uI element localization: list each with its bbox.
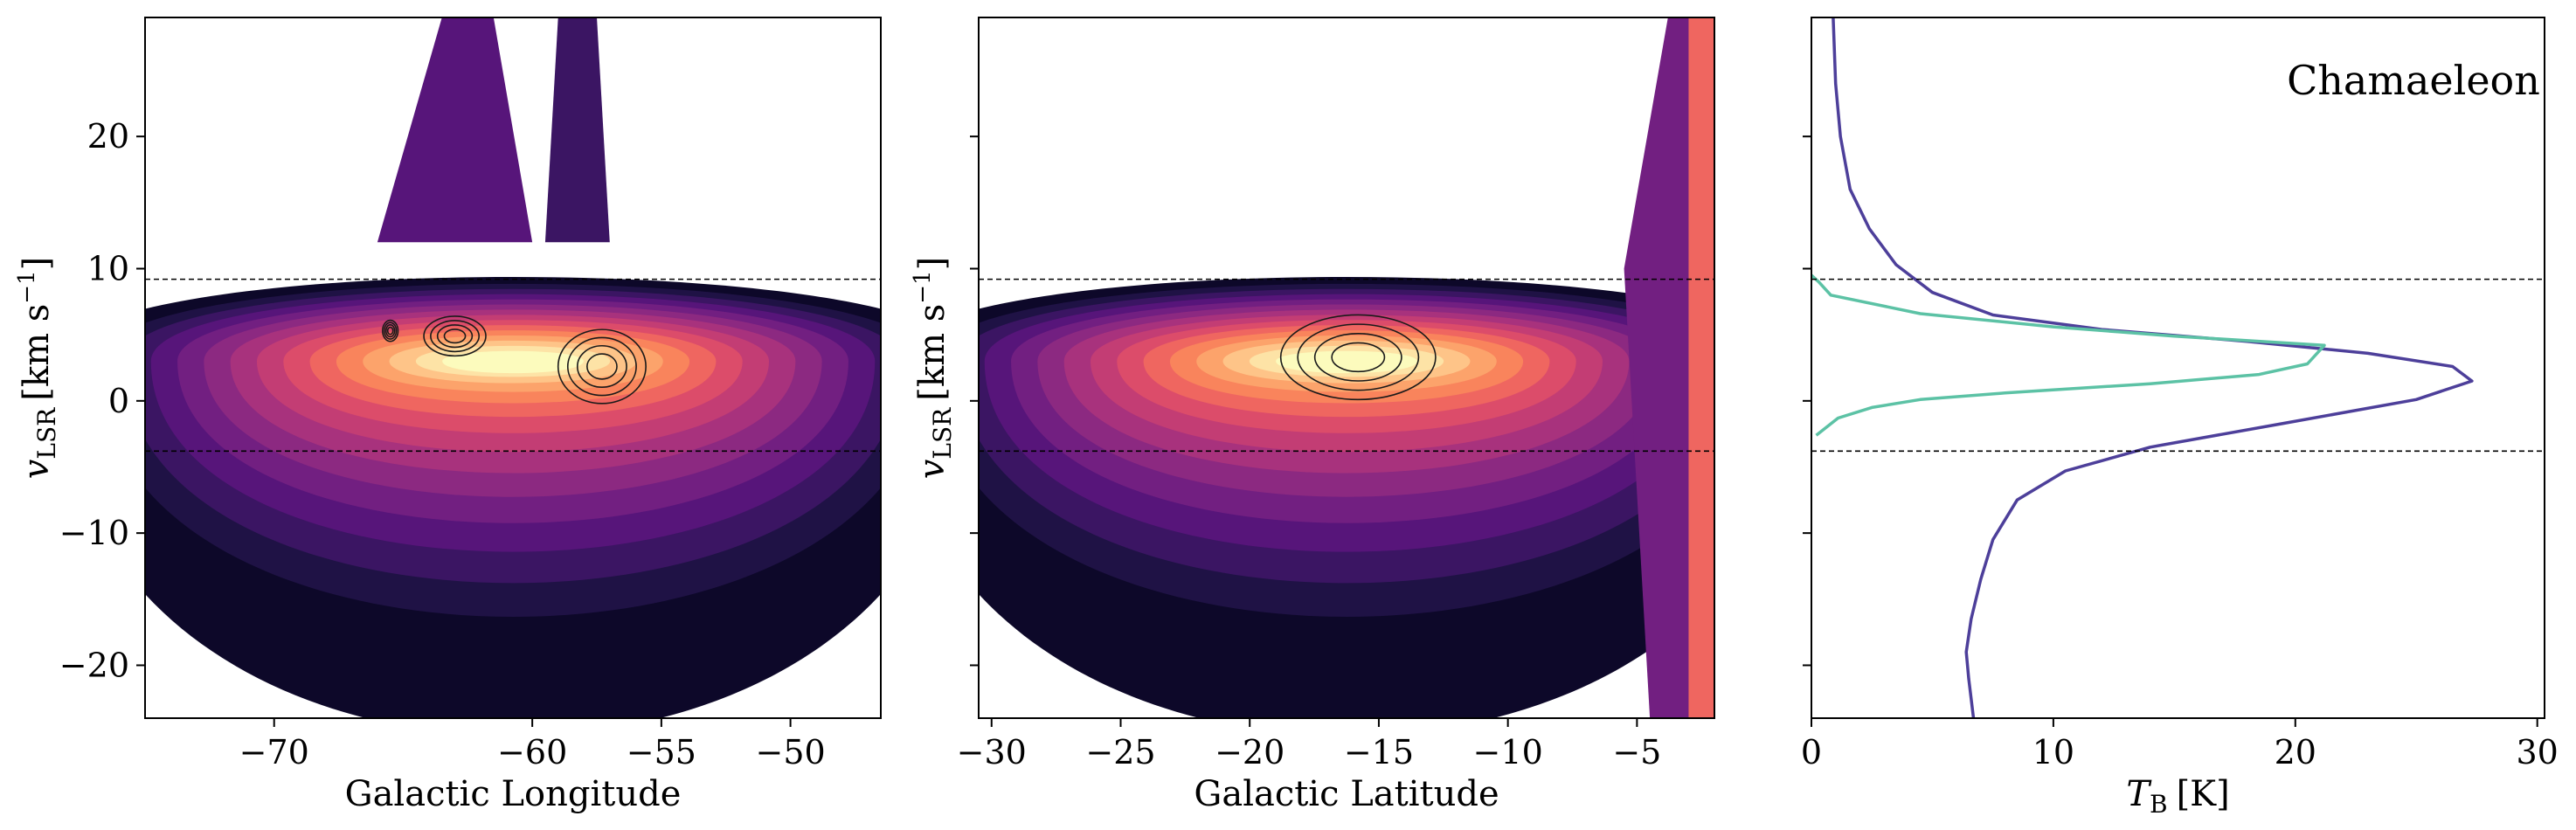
emission-contour-level: [442, 350, 584, 374]
x-tick-label: 30: [2517, 733, 2559, 771]
x-axis-label: Galactic Longitude: [345, 774, 682, 814]
x-axis-label: TB [K]: [2126, 774, 2229, 819]
co-contour: [586, 353, 618, 380]
co-contour: [386, 326, 394, 335]
x-tick-label: −10: [1473, 733, 1543, 771]
y-axis-label: vLSR[km s−1]: [14, 257, 61, 479]
emission-tail: [377, 17, 533, 243]
co-contour: [1313, 332, 1402, 382]
region-annotation: Chamaeleon: [2287, 57, 2540, 104]
co-contour: [577, 344, 627, 389]
hi-spectrum-line: [1832, 17, 2474, 718]
co-contour: [430, 320, 480, 353]
x-tick-label: −70: [239, 733, 309, 771]
spectrum-panel: 0 10 20 30 TB [K]: [1801, 17, 2559, 819]
co-contour: [436, 324, 474, 349]
emission-tail: [544, 17, 610, 243]
x-tick-label: −5: [1612, 733, 1661, 771]
axes-frame: [978, 17, 1715, 719]
latitude-velocity-panel: −30 −25 −20 −15 −10 −5 Galactic Latitude vLSR[k…: [910, 17, 1715, 814]
x-tick-label: −50: [755, 733, 825, 771]
axes-frame: [144, 17, 882, 719]
x-tick-label: −20: [1215, 733, 1285, 771]
emission-tail: [1688, 17, 1714, 718]
co-contour: [382, 319, 399, 342]
x-tick-label: −15: [1344, 733, 1414, 771]
x-axis-label: Galactic Latitude: [1194, 774, 1499, 814]
longitude-velocity-panel: 20 10 0 −10 −20 −70 −60 −55 −50 Galactic Longitud…: [14, 17, 882, 814]
emission-contour-level: [1276, 350, 1417, 374]
co-contour: [1279, 314, 1437, 401]
x-tick-label: 0: [1801, 733, 1822, 771]
co-contour: [423, 315, 487, 357]
co-contour: [557, 329, 647, 405]
x-tick-label: −25: [1085, 733, 1155, 771]
co-contour: [443, 329, 467, 344]
y-tick-label: −10: [59, 514, 129, 552]
axes-frame: [1811, 17, 2545, 719]
y-tick-label: 10: [87, 250, 129, 288]
co-contour: [383, 322, 398, 340]
x-tick-label: 20: [2275, 733, 2316, 771]
y-tick-label: −20: [59, 646, 129, 684]
co-contour: [566, 336, 637, 397]
co-spectrum-line: [1811, 273, 2326, 437]
co-contour: [384, 324, 396, 338]
y-axis-label: vLSR[km s−1]: [910, 257, 957, 479]
x-tick-label: 10: [2032, 733, 2074, 771]
co-contour: [1297, 323, 1420, 391]
y-tick-label: 0: [108, 382, 129, 420]
y-tick-label: 20: [87, 117, 129, 156]
x-tick-label: −30: [957, 733, 1027, 771]
x-tick-label: −60: [497, 733, 567, 771]
x-tick-label: −55: [627, 733, 696, 771]
co-contour: [1331, 342, 1386, 373]
